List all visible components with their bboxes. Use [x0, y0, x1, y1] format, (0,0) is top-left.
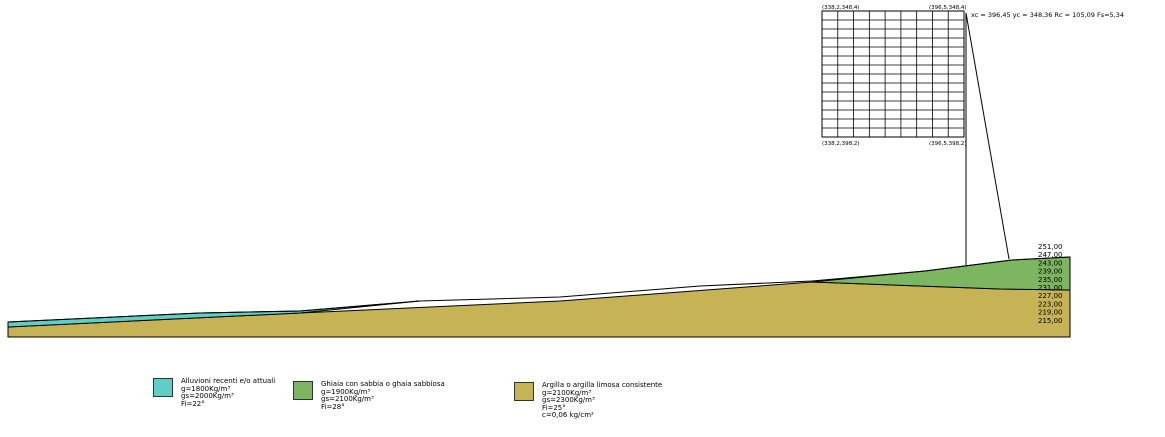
elevation-label: 243,00	[1038, 259, 1063, 267]
legend-item-clay: Argilla o argilla limosa consistente g=2…	[514, 381, 663, 420]
elevation-label: 235,00	[1038, 276, 1063, 284]
elevation-label: 239,00	[1038, 268, 1063, 276]
ground-profile	[7, 256, 1071, 323]
elevation-label: 251,00	[1038, 243, 1063, 251]
legend-line: g=1800Kg/m³	[181, 384, 231, 393]
legend-line: gs=2300Kg/m³	[542, 396, 595, 404]
legend-title: Argilla o argilla limosa consistente	[542, 381, 663, 389]
grid-corner-bottom-right: (396,5,398,2)	[929, 141, 967, 147]
legend-text-clay: Argilla o argilla limosa consistente g=2…	[542, 381, 663, 420]
legend-item-alluvium: Alluvioni recenti e/o attuali g=1800Kg/m…	[153, 377, 276, 408]
legend-item-gravel: Ghiaia con sabbia o ghaia sabbiosa g=190…	[293, 380, 445, 411]
elevation-label: 219,00	[1038, 309, 1063, 317]
elevation-label: 223,00	[1038, 300, 1063, 308]
legend-line: g=2100Kg/m³	[542, 388, 592, 397]
elevation-label: 247,00	[1038, 251, 1063, 259]
legend-line: c=0,06 kg/cm²	[542, 411, 594, 419]
radius-line-right	[965, 12, 1010, 260]
legend-text-gravel: Ghiaia con sabbia o ghaia sabbiosa g=190…	[321, 380, 445, 411]
critical-circle-result: xc = 396,45 yc = 348,36 Rc = 105,09 Fs=5…	[971, 11, 1125, 19]
legend-line: Fi=28°	[321, 402, 345, 411]
grid-corner-top-right: (396,5,348,4)	[929, 5, 967, 11]
elevation-label: 227,00	[1038, 292, 1063, 300]
grid-corner-top-left: (338,2,348,4)	[822, 5, 860, 11]
legend-line: g=1900Kg/m³	[321, 387, 371, 396]
legend-line: gs=2000Kg/m³	[181, 392, 234, 400]
legend-title: Ghiaia con sabbia o ghaia sabbiosa	[321, 380, 445, 388]
elevation-label: 215,00	[1038, 317, 1063, 325]
legend-title: Alluvioni recenti e/o attuali	[181, 377, 276, 385]
search-grid	[821, 10, 965, 138]
legend-text-alluvium: Alluvioni recenti e/o attuali g=1800Kg/m…	[181, 377, 276, 408]
legend-swatch-gravel	[293, 381, 313, 400]
elevation-label: 231,00	[1038, 284, 1063, 292]
elevation-scale: 251,00247,00243,00239,00235,00231,00227,…	[1038, 243, 1063, 325]
legend-line: Fi=22°	[181, 399, 205, 408]
legend-line: Fi=25°	[542, 403, 566, 412]
legend-line: gs=2100Kg/m³	[321, 395, 374, 403]
grid-corner-bottom-left: (338,2,398,2)	[822, 141, 860, 147]
legend-swatch-clay	[514, 382, 534, 401]
clay-layer	[7, 281, 1071, 338]
legend-swatch-alluvium	[153, 378, 173, 397]
